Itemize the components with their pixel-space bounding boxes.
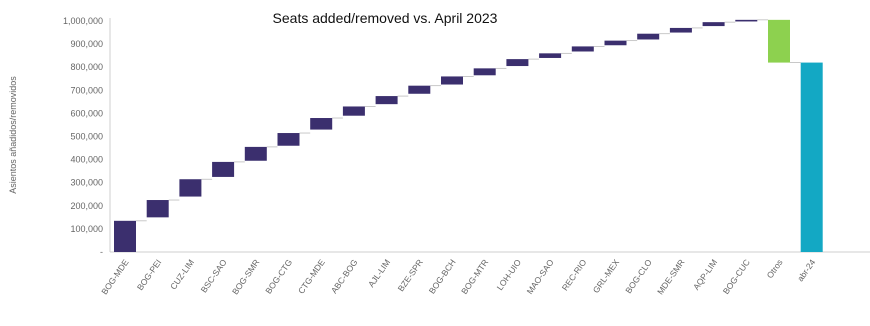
x-tick-label: LOH-UIO — [495, 257, 524, 292]
x-tick-label: abr-24 — [795, 257, 817, 283]
x-tick-label: CUZ-LIM — [168, 257, 196, 291]
x-tick-label: GRL-MEX — [591, 257, 622, 295]
y-tick-labels: - 100,000 200,000 300,000 400,000 500,000 600,… — [63, 16, 103, 257]
waterfall-bar — [375, 96, 398, 105]
chart-title: Seats added/removed vs. April 2023 — [273, 10, 498, 26]
waterfall-bar — [604, 40, 627, 46]
y-tick-label: 300,000 — [70, 178, 103, 188]
waterfall-bar — [146, 200, 169, 218]
x-tick-label: BOG-CLO — [623, 257, 654, 295]
waterfall-bar — [571, 46, 594, 52]
waterfall-bar — [473, 68, 496, 76]
waterfall-bar — [277, 133, 300, 146]
x-tick-label: AQP-LIM — [691, 257, 719, 291]
x-tick-label: BOG-SMR — [230, 257, 261, 296]
x-tick-label: BOG-CTG — [263, 257, 294, 295]
y-tick-label: 200,000 — [70, 201, 103, 211]
waterfall-bar — [637, 33, 660, 40]
y-tick-label: 700,000 — [70, 85, 103, 95]
x-tick-label: MAO-SAO — [525, 257, 556, 296]
y-tick-label: - — [100, 247, 103, 257]
x-tick-label: BOG-PEI — [135, 257, 164, 292]
x-tick-label: Otros — [765, 257, 785, 280]
waterfall-bar — [310, 118, 333, 130]
x-tick-label: AJL-LIM — [366, 257, 392, 289]
y-tick-label: 900,000 — [70, 39, 103, 49]
y-tick-label: 600,000 — [70, 108, 103, 118]
y-tick-label: 800,000 — [70, 62, 103, 72]
x-tick-label: REC-RIO — [560, 257, 589, 292]
y-tick-label: 100,000 — [70, 224, 103, 234]
x-tick-label: ABC-BOG — [329, 257, 360, 295]
x-tick-labels: BOG-MDE BOG-PEI CUZ-LIM BSC-SAO BOG-SMR BOG-C… — [99, 257, 817, 296]
bars — [114, 19, 823, 252]
x-tick-label: BSC-SAO — [199, 257, 229, 294]
x-tick-label: BOG-MDE — [99, 257, 131, 296]
y-tick-label: 400,000 — [70, 155, 103, 165]
waterfall-bar — [179, 179, 202, 197]
waterfall-bar — [441, 76, 463, 85]
waterfall-bar — [800, 62, 823, 252]
waterfall-bar — [702, 22, 725, 27]
waterfall-bar — [669, 27, 692, 33]
x-tick-label: BOG-BCH — [427, 257, 458, 295]
waterfall-bar — [768, 19, 790, 63]
waterfall-bar — [114, 220, 136, 252]
x-tick-label: BOG-MTR — [459, 257, 490, 296]
x-tick-label: BZE-SPR — [396, 257, 425, 293]
waterfall-bar — [539, 53, 562, 58]
x-tick-label: MDE-SMR — [655, 257, 686, 296]
connectors — [136, 19, 801, 222]
y-tick-label: 500,000 — [70, 132, 103, 142]
waterfall-bar — [506, 59, 529, 67]
x-tick-label: CTG-MDE — [296, 257, 327, 295]
y-axis-label: Asientos añadidos/removidos — [8, 76, 18, 194]
x-tick-label: BOG-CUC — [721, 257, 752, 296]
y-tick-label: 1,000,000 — [63, 16, 103, 26]
waterfall-bar — [212, 161, 235, 177]
y-axis: - 100,000 200,000 300,000 400,000 500,000 600,… — [63, 16, 111, 257]
waterfall-bar — [408, 85, 431, 94]
waterfall-bar — [244, 146, 267, 161]
waterfall-bar — [342, 106, 365, 116]
waterfall-bar — [735, 19, 758, 22]
